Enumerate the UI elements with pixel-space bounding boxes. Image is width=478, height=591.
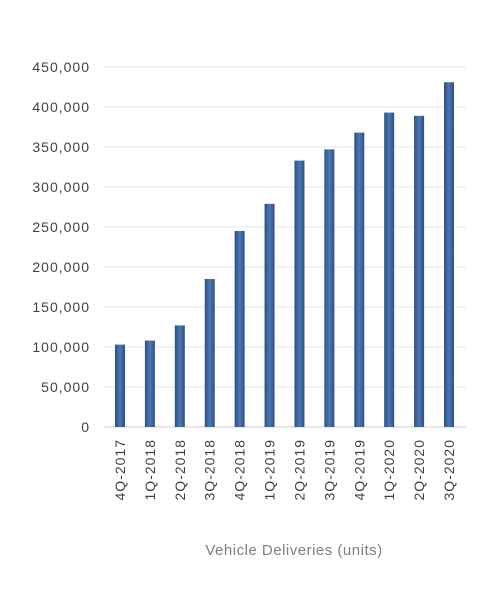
x-tick-label: 2Q-2020 bbox=[411, 439, 427, 500]
y-tick-label: 400,000 bbox=[32, 99, 90, 115]
bar-3Q-2018 bbox=[204, 279, 215, 427]
y-tick-label: 350,000 bbox=[32, 139, 90, 155]
y-tick-label: 100,000 bbox=[32, 339, 90, 355]
x-tick-label: 2Q-2018 bbox=[172, 439, 188, 500]
bar-4Q-2019 bbox=[354, 132, 365, 427]
bar-3Q-2020 bbox=[444, 82, 454, 427]
y-tick-label: 450,000 bbox=[32, 59, 90, 75]
x-tick-label: 1Q-2020 bbox=[381, 439, 397, 500]
y-tick-label: 150,000 bbox=[32, 299, 90, 315]
bar-3Q-2019 bbox=[324, 149, 335, 427]
x-tick-label: 4Q-2017 bbox=[112, 439, 128, 500]
x-tick-label: 3Q-2020 bbox=[441, 439, 457, 500]
bar-1Q-2019 bbox=[264, 203, 275, 427]
gridlines bbox=[104, 66, 466, 428]
x-tick-label: 4Q-2019 bbox=[351, 439, 367, 500]
y-tick-label: 0 bbox=[81, 419, 90, 435]
y-axis-tick-labels: 0 50,000 100,000 150,000 200,000 250,000 300,0… bbox=[32, 59, 90, 435]
x-tick-label: 1Q-2019 bbox=[262, 439, 278, 500]
y-tick-label: 50,000 bbox=[41, 379, 90, 395]
bar-1Q-2020 bbox=[384, 112, 395, 427]
bars bbox=[115, 82, 454, 428]
x-tick-label: 3Q-2019 bbox=[321, 439, 337, 500]
x-axis-tick-labels: 4Q-2017 1Q-2018 2Q-2018 3Q-2018 4Q-2018 1Q-20… bbox=[112, 439, 457, 500]
y-tick-label: 200,000 bbox=[32, 259, 90, 275]
x-tick-label: 2Q-2019 bbox=[291, 439, 307, 500]
x-tick-label: 1Q-2018 bbox=[142, 439, 158, 500]
bar-2Q-2019 bbox=[294, 160, 305, 427]
bar-2Q-2020 bbox=[414, 115, 425, 428]
bar-4Q-2017 bbox=[115, 344, 125, 427]
y-tick-label: 250,000 bbox=[32, 219, 90, 235]
x-tick-label: 3Q-2018 bbox=[202, 439, 218, 500]
bar-2Q-2018 bbox=[174, 325, 185, 427]
bar-4Q-2018 bbox=[234, 231, 245, 427]
x-tick-label: 4Q-2018 bbox=[232, 439, 248, 500]
y-tick-label: 300,000 bbox=[32, 179, 90, 195]
x-axis-title: Vehicle Deliveries (units) bbox=[205, 542, 383, 559]
bar-1Q-2018 bbox=[144, 340, 155, 427]
